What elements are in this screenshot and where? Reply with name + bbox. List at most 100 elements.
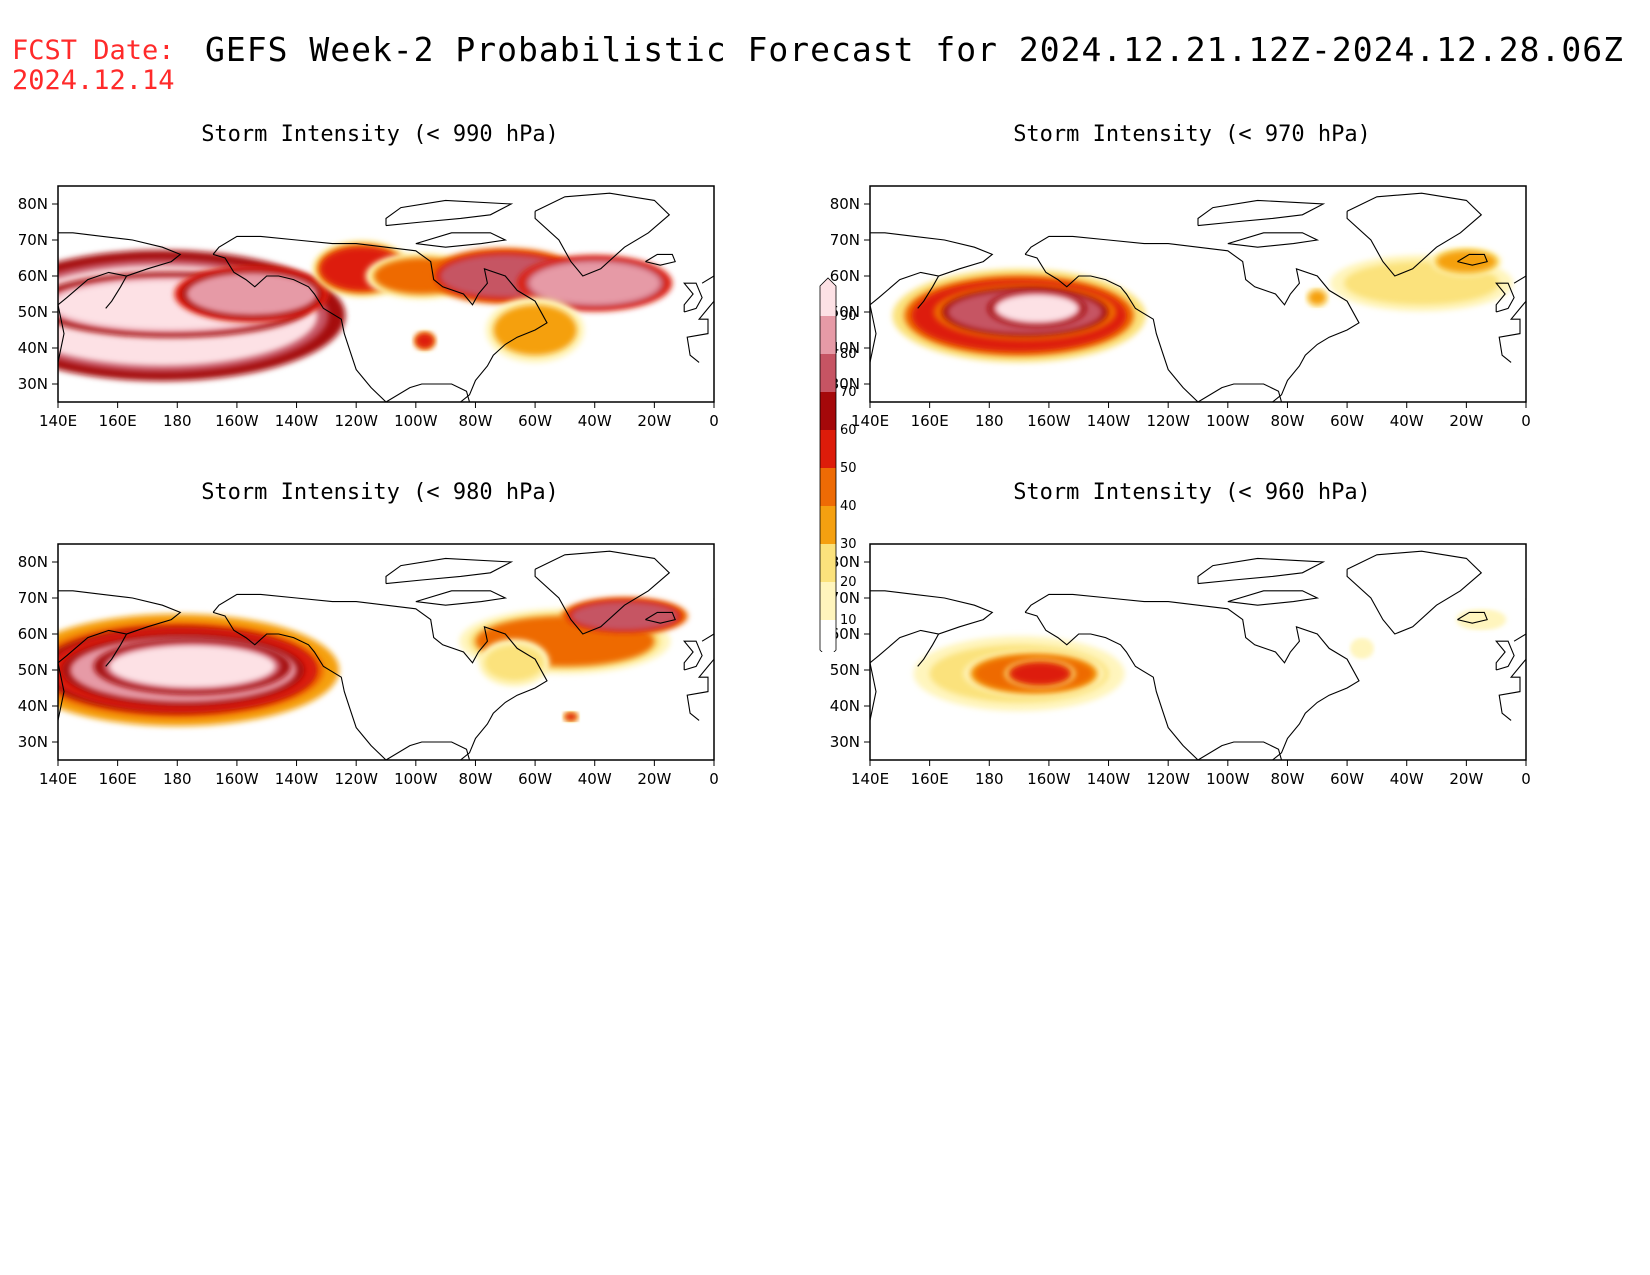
lon-label: 180 (975, 412, 1004, 430)
probability-field (913, 610, 1506, 712)
lon-label: 0 (709, 412, 719, 430)
lon-label: 160E (911, 412, 949, 430)
lon-label: 120W (334, 412, 378, 430)
lon-label: 160W (1027, 412, 1071, 430)
colorbar-label: 10 (840, 613, 857, 628)
probability-area (484, 644, 545, 681)
coastline (701, 240, 714, 284)
map-frame (869, 543, 1527, 761)
coastline (385, 383, 471, 402)
probability-field (58, 240, 673, 382)
lon-label: 80W (458, 770, 492, 788)
lon-label: 180 (163, 412, 192, 430)
lon-label: 140W (275, 770, 319, 788)
lat-label: 30N (18, 375, 48, 393)
lon-label: 20W (637, 770, 671, 788)
coastline (385, 199, 514, 227)
page-title: GEFS Week-2 Probabilistic Forecast for 2… (205, 30, 1625, 69)
coastline (105, 633, 128, 667)
coastline (1024, 611, 1199, 760)
coastline (105, 275, 128, 309)
coastline (415, 590, 508, 606)
coastline (1227, 590, 1320, 606)
probability-area (1353, 641, 1371, 656)
lon-label: 160W (215, 412, 259, 430)
coastline (917, 633, 940, 667)
coastline (1024, 593, 1360, 760)
lon-label: 180 (975, 770, 1004, 788)
lon-label: 100W (1206, 412, 1250, 430)
lon-label: 120W (1146, 412, 1190, 430)
lon-label: 0 (1521, 412, 1531, 430)
lon-label: 60W (518, 770, 552, 788)
coastline (645, 253, 676, 266)
lon-label: 160E (99, 412, 137, 430)
probability-area (415, 333, 434, 348)
lat-label: 30N (18, 733, 48, 751)
lat-label: 30N (830, 733, 860, 751)
lat-label: 60N (18, 267, 48, 285)
lat-label: 40N (830, 697, 860, 715)
panel-title: Storm Intensity (< 980 hPa) (201, 480, 559, 505)
map-plot: 80N 70N 60N 50N 40N 30N 140E 160E 180 160W 140W 120… (830, 543, 1531, 788)
coastline (686, 658, 714, 721)
coastline (212, 235, 548, 402)
lat-label: 40N (830, 339, 860, 357)
lon-label: 20W (1449, 770, 1483, 788)
lat-label: 70N (18, 589, 48, 607)
coastlines (870, 192, 1526, 402)
lon-label: 180 (163, 770, 192, 788)
lon-label: 20W (1449, 412, 1483, 430)
coastline (1457, 611, 1488, 624)
map-frame (869, 185, 1527, 403)
colorbar-swatch (820, 430, 836, 468)
lat-label: 40N (18, 697, 48, 715)
lon-label: 120W (1146, 770, 1190, 788)
probability-area (186, 272, 318, 316)
coastline (645, 611, 676, 624)
probability-area (108, 644, 276, 688)
coastlines (58, 192, 714, 402)
forecast-date-label: FCST Date: (12, 35, 175, 66)
colorbar-swatch (820, 582, 836, 620)
lat-label: 80N (18, 553, 48, 571)
lon-label: 20W (637, 412, 671, 430)
colorbar-label: 20 (840, 575, 857, 590)
coastline (683, 282, 703, 313)
coastline (917, 275, 940, 309)
coastline (1495, 282, 1515, 313)
lon-label: 40W (578, 770, 612, 788)
lat-label: 50N (830, 303, 860, 321)
lat-label: 70N (830, 231, 860, 249)
map-plot: 80N 70N 60N 50N 40N 30N 140E 160E 180 160W 140W 120… (18, 543, 719, 788)
lon-label: 80W (1270, 412, 1304, 430)
coastline (1197, 383, 1283, 402)
lat-label: 50N (18, 661, 48, 679)
map-frame (57, 543, 715, 761)
forecast-date-value: 2024.12.14 (12, 65, 175, 96)
probability-area (1308, 290, 1327, 305)
colorbar-label: 70 (840, 385, 857, 400)
coastline (1495, 640, 1515, 671)
lon-label: 140W (275, 412, 319, 430)
coastline (385, 557, 514, 585)
lat-label: 70N (830, 589, 860, 607)
coastline (534, 550, 671, 635)
colorbar-swatch (820, 392, 836, 430)
lat-label: 50N (830, 661, 860, 679)
map-frame (57, 185, 715, 403)
coastline (534, 192, 671, 277)
coastline (1197, 741, 1283, 760)
lon-label: 140W (1087, 412, 1131, 430)
lon-label: 40W (1390, 412, 1424, 430)
coastlines (870, 550, 1526, 760)
coastline (1024, 235, 1360, 402)
coastline (212, 253, 387, 402)
lon-label: 140E (851, 770, 889, 788)
lon-label: 140E (39, 412, 77, 430)
coastline (212, 593, 548, 760)
colorbar-swatch (820, 354, 836, 392)
colorbar-label: 90 (840, 309, 857, 324)
panel-title: Storm Intensity (< 970 hPa) (1013, 122, 1371, 147)
coastline (212, 611, 387, 760)
